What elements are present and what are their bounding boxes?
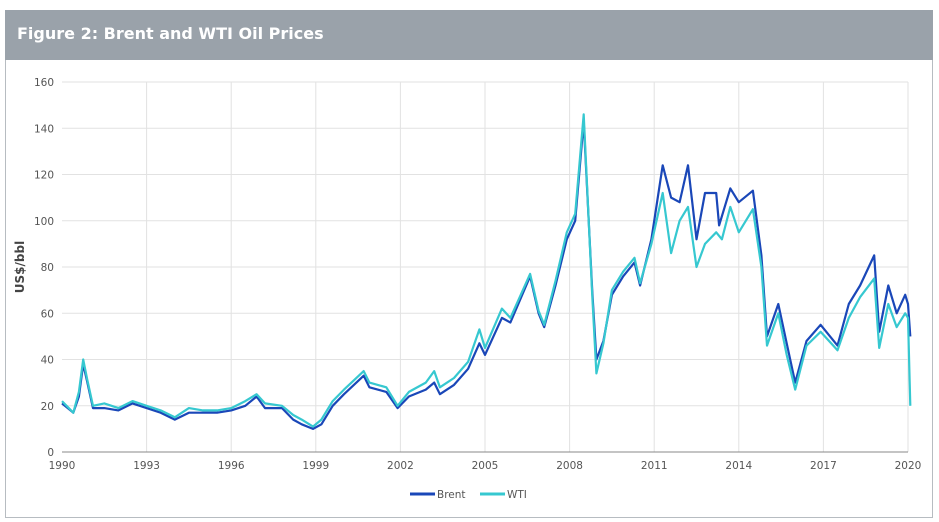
x-tick-label: 2005	[472, 460, 499, 472]
x-tick-label: 2014	[725, 460, 752, 472]
y-tick-label: 20	[41, 401, 54, 413]
figure-header: Figure 2: Brent and WTI Oil Prices	[5, 10, 933, 60]
x-tick-label: 2017	[810, 460, 837, 472]
y-axis-label: US$/bbl	[13, 241, 27, 293]
x-tick-label: 1996	[218, 460, 245, 472]
series-line-wti	[61, 113, 912, 428]
y-tick-label: 0	[47, 447, 54, 459]
y-tick-label: 80	[41, 262, 54, 274]
x-tick-label: 2008	[556, 460, 583, 472]
figure-title: Figure 2: Brent and WTI Oil Prices	[17, 24, 324, 43]
legend-label-brent: Brent	[437, 489, 466, 501]
y-tick-label: 60	[41, 308, 54, 320]
x-tick-label: 1993	[133, 460, 160, 472]
legend-label-wti: WTI	[507, 489, 527, 501]
y-tick-label: 100	[34, 216, 54, 228]
x-tick-label: 2002	[387, 460, 414, 472]
x-tick-label: 1999	[302, 460, 329, 472]
y-tick-label: 120	[34, 170, 54, 182]
series-line-brent	[61, 120, 912, 430]
x-tick-label: 2020	[895, 460, 922, 472]
x-tick-label: 1990	[49, 460, 76, 472]
y-tick-label: 40	[41, 355, 54, 367]
x-tick-label: 2011	[641, 460, 668, 472]
y-tick-label: 140	[34, 123, 54, 135]
y-tick-label: 160	[34, 77, 54, 89]
